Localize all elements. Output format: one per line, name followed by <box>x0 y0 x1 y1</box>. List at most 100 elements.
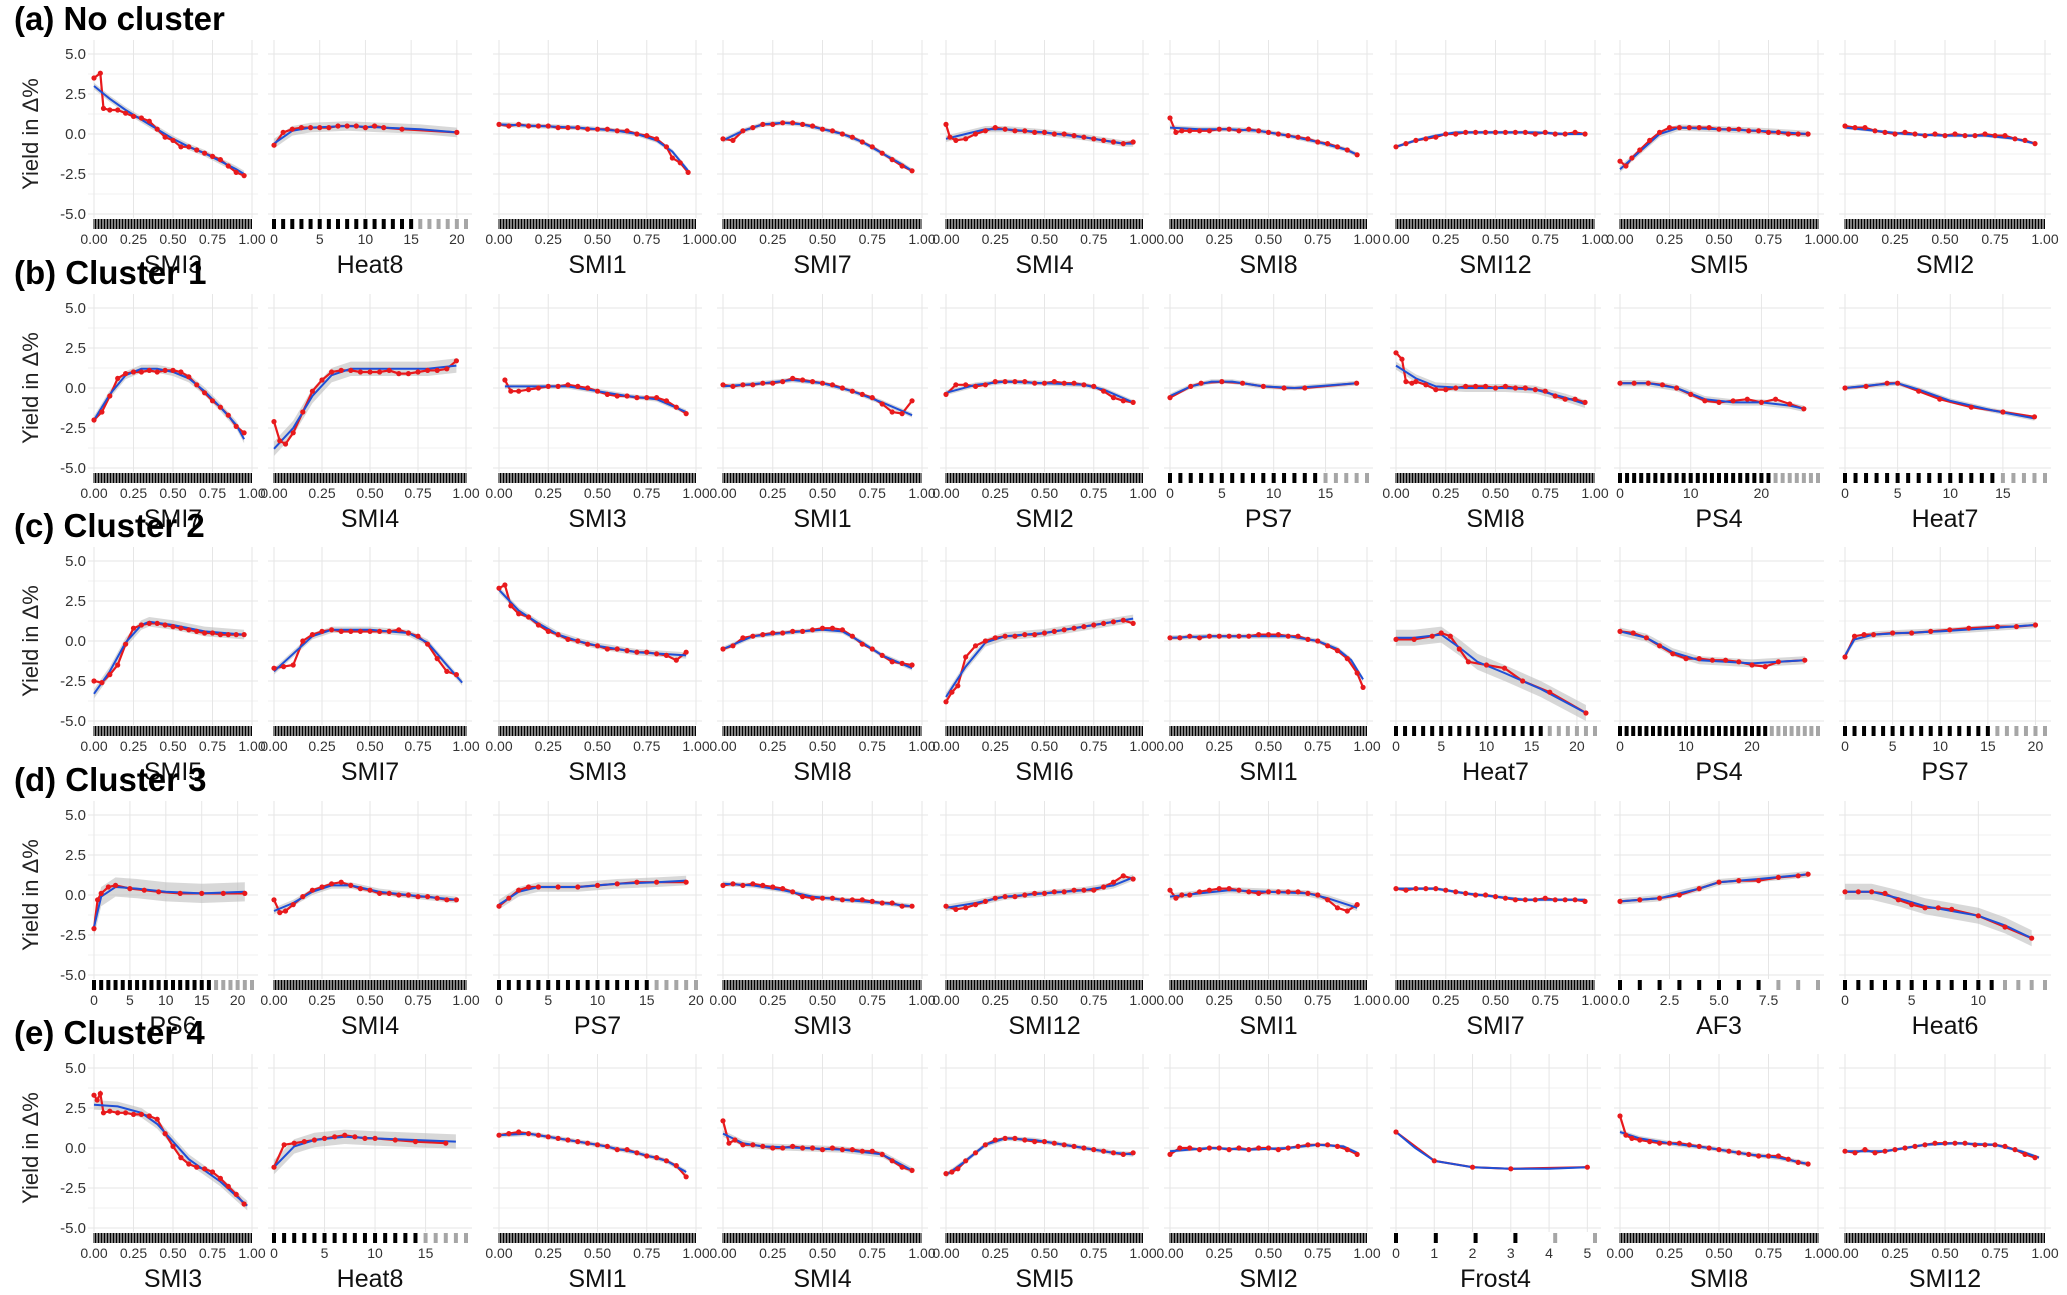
data-point <box>290 662 296 668</box>
data-point <box>654 395 660 401</box>
data-point <box>790 628 796 635</box>
data-point <box>115 662 121 668</box>
rug-tick <box>1745 473 1750 483</box>
x-tick-label: 1.00 <box>1129 485 1156 501</box>
data-point <box>1443 887 1449 893</box>
x-tick-label: 1.00 <box>1581 231 1608 247</box>
rug-tick <box>106 980 111 990</box>
data-point <box>644 133 650 139</box>
data-point <box>1022 379 1028 385</box>
rug-tick <box>92 980 96 990</box>
rug-tick <box>214 980 219 990</box>
data-point <box>535 123 542 129</box>
x-tick-label: 15 <box>1524 738 1540 754</box>
data-point <box>516 611 522 617</box>
data-point <box>282 441 289 447</box>
data-point <box>614 646 620 652</box>
data-point <box>1473 383 1479 389</box>
rug-marks <box>945 473 1143 483</box>
rug-marks <box>273 980 467 990</box>
panel-smi1: 0.00 0.25 0.50 0.75 1.00 SMI1 <box>709 294 936 533</box>
rug-tick <box>1947 726 1952 736</box>
x-axis-label: Heat7 <box>1912 505 1979 533</box>
rug-tick <box>1660 473 1665 483</box>
panel-smi3: 0.00 0.25 0.50 0.75 1.00 SMI3 <box>485 547 710 786</box>
data-point <box>1354 670 1360 676</box>
data-point <box>508 388 514 394</box>
data-point <box>1842 385 1848 391</box>
rug-tick <box>1556 726 1561 736</box>
x-tick-label: 0.25 <box>120 231 147 247</box>
data-point <box>367 628 373 635</box>
data-point <box>242 890 248 897</box>
rug-marks <box>272 219 468 229</box>
fitted-line <box>1169 635 1364 680</box>
confidence-band <box>94 82 245 178</box>
data-point <box>1785 131 1791 137</box>
x-tick-label: 1.00 <box>238 485 265 501</box>
x-tick-label: 0.50 <box>809 231 836 247</box>
data-point <box>790 375 796 381</box>
rug-tick <box>1333 473 1338 483</box>
rug-tick <box>1271 473 1276 483</box>
data-point <box>290 902 296 908</box>
data-point <box>1206 887 1212 893</box>
panel-smi12: 0.00 0.25 0.50 0.75 1.00 SMI12 <box>932 801 1157 1040</box>
panel-smi7: 0.00 0.25 0.50 0.75 1.00 SMI7 <box>1382 801 1609 1040</box>
data-point <box>367 369 373 375</box>
rug-tick <box>1948 473 1953 483</box>
data-point <box>1305 136 1311 142</box>
data-point <box>1032 632 1038 638</box>
y-tick-label: -2.5 <box>60 673 86 690</box>
data-point <box>770 121 776 127</box>
data-point <box>1872 128 1878 134</box>
data-point <box>338 628 344 635</box>
data-point <box>1275 889 1281 895</box>
data-point <box>1002 126 1008 132</box>
data-point <box>663 652 670 659</box>
confidence-band <box>499 875 687 910</box>
data-point <box>415 369 421 375</box>
data-point <box>425 894 431 900</box>
y-tick-label: -2.5 <box>60 927 86 944</box>
data-point <box>516 887 522 893</box>
data-point <box>1617 380 1623 386</box>
x-tick-label: 1.00 <box>452 738 479 754</box>
y-tick-label: -5.0 <box>60 713 86 730</box>
data-point <box>1882 129 1888 135</box>
data-point <box>202 630 208 636</box>
data-point <box>1187 128 1193 134</box>
rug-tick <box>2014 726 2019 736</box>
rug-marks <box>1169 219 1367 229</box>
data-point <box>889 659 895 665</box>
data-point <box>1433 387 1439 393</box>
confidence-band <box>1845 883 2032 947</box>
x-tick-label: 5 <box>1437 738 1445 754</box>
data-point <box>760 121 766 127</box>
x-axis-label: SMI1 <box>1239 1012 1297 1040</box>
data-point <box>2032 141 2038 147</box>
data-point <box>1101 388 1107 394</box>
data-point <box>1631 380 1637 386</box>
rug-tick <box>1625 473 1630 483</box>
data-point <box>217 157 223 163</box>
x-tick-label: 10 <box>1678 738 1694 754</box>
confidence-band <box>1396 361 1586 408</box>
data-point <box>1542 129 1548 135</box>
rug-tick <box>1928 726 1933 736</box>
data-point <box>614 393 620 399</box>
data-point <box>1657 895 1663 901</box>
rug-tick <box>1520 726 1525 736</box>
data-point <box>97 70 103 76</box>
data-point <box>1492 129 1499 135</box>
rug-tick <box>1752 473 1757 483</box>
data-point <box>1473 892 1479 898</box>
data-point <box>444 897 450 903</box>
rug-tick <box>1653 473 1658 483</box>
data-point <box>575 638 581 644</box>
rug-tick <box>1421 726 1426 736</box>
rug-tick <box>2000 473 2005 483</box>
x-tick-label: 0.75 <box>1304 231 1331 247</box>
rug-tick <box>1430 726 1435 736</box>
data-point <box>594 643 601 649</box>
